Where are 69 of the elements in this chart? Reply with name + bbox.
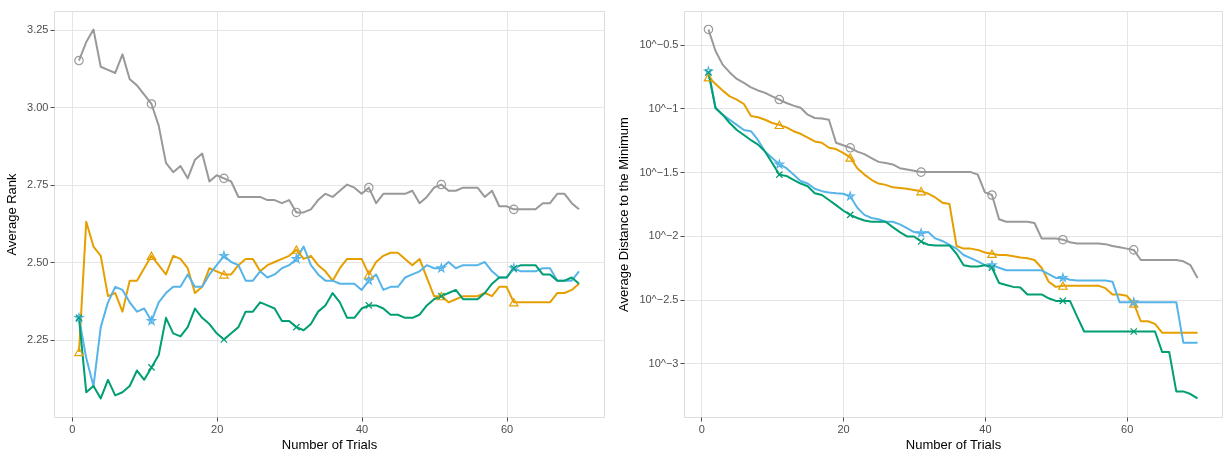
line-series xyxy=(78,28,580,214)
y-tick-label: 3.25 xyxy=(27,23,49,36)
point xyxy=(987,249,997,258)
y-tick-label: 10^−3 xyxy=(648,356,679,369)
point xyxy=(74,55,84,66)
line-series xyxy=(707,28,1199,279)
point xyxy=(146,316,157,325)
point xyxy=(364,270,374,279)
point xyxy=(774,159,784,169)
x-tick-label: 0 xyxy=(698,422,705,435)
x-axis-title: Number of Trials xyxy=(905,436,1002,452)
y-tick-label: 2.25 xyxy=(27,333,49,346)
point xyxy=(1058,234,1068,245)
point xyxy=(845,143,855,153)
y-tick-label: 10^−1 xyxy=(648,101,679,114)
point xyxy=(146,251,157,261)
x-tick-label: 0 xyxy=(69,422,76,435)
x-tick-label: 20 xyxy=(837,422,850,435)
point xyxy=(146,99,157,109)
point xyxy=(220,335,228,344)
point xyxy=(1130,327,1138,336)
point xyxy=(219,251,229,260)
point xyxy=(291,207,302,218)
point xyxy=(219,173,229,184)
point xyxy=(147,363,156,372)
point xyxy=(1058,273,1068,282)
y-tick-label: 2.75 xyxy=(27,178,49,191)
point xyxy=(364,182,374,193)
y-tick-label: 2.50 xyxy=(27,255,49,268)
y-tick-label: 3.00 xyxy=(27,100,49,113)
point xyxy=(436,263,446,273)
x-tick-label: 40 xyxy=(979,422,992,435)
y-tick-label: 10^−1.5 xyxy=(639,165,679,178)
point xyxy=(219,270,229,279)
point xyxy=(509,298,519,307)
point xyxy=(916,228,926,238)
point xyxy=(916,167,926,177)
y-tick-label: 10^−0.5 xyxy=(639,38,679,51)
point xyxy=(774,120,785,130)
point xyxy=(987,260,997,270)
point xyxy=(292,323,301,331)
point xyxy=(364,275,374,285)
x-axis-title: Number of Trials xyxy=(281,436,378,452)
y-tick-label: 10^−2.5 xyxy=(639,293,679,306)
y-axis-title: Average Distance to the Minimum xyxy=(616,117,632,312)
point xyxy=(291,245,302,254)
point xyxy=(845,191,855,201)
point xyxy=(1128,245,1139,255)
x-tick-label: 20 xyxy=(211,422,224,435)
point xyxy=(703,73,714,82)
point xyxy=(1058,281,1068,290)
point xyxy=(845,153,855,162)
x-tick-label: 60 xyxy=(500,422,514,435)
x-tick-label: 40 xyxy=(355,422,369,435)
point xyxy=(291,254,301,263)
point xyxy=(774,94,785,105)
point xyxy=(436,179,447,190)
point xyxy=(509,204,519,215)
point xyxy=(987,190,997,200)
point xyxy=(74,347,84,357)
point xyxy=(846,211,854,219)
point xyxy=(916,186,926,196)
y-tick-label: 10^−2 xyxy=(648,229,679,242)
y-axis-title: Average Rank xyxy=(4,172,20,256)
point xyxy=(365,301,373,310)
point xyxy=(703,24,714,35)
x-tick-label: 60 xyxy=(1121,422,1134,435)
point xyxy=(988,264,996,272)
point xyxy=(917,237,925,246)
